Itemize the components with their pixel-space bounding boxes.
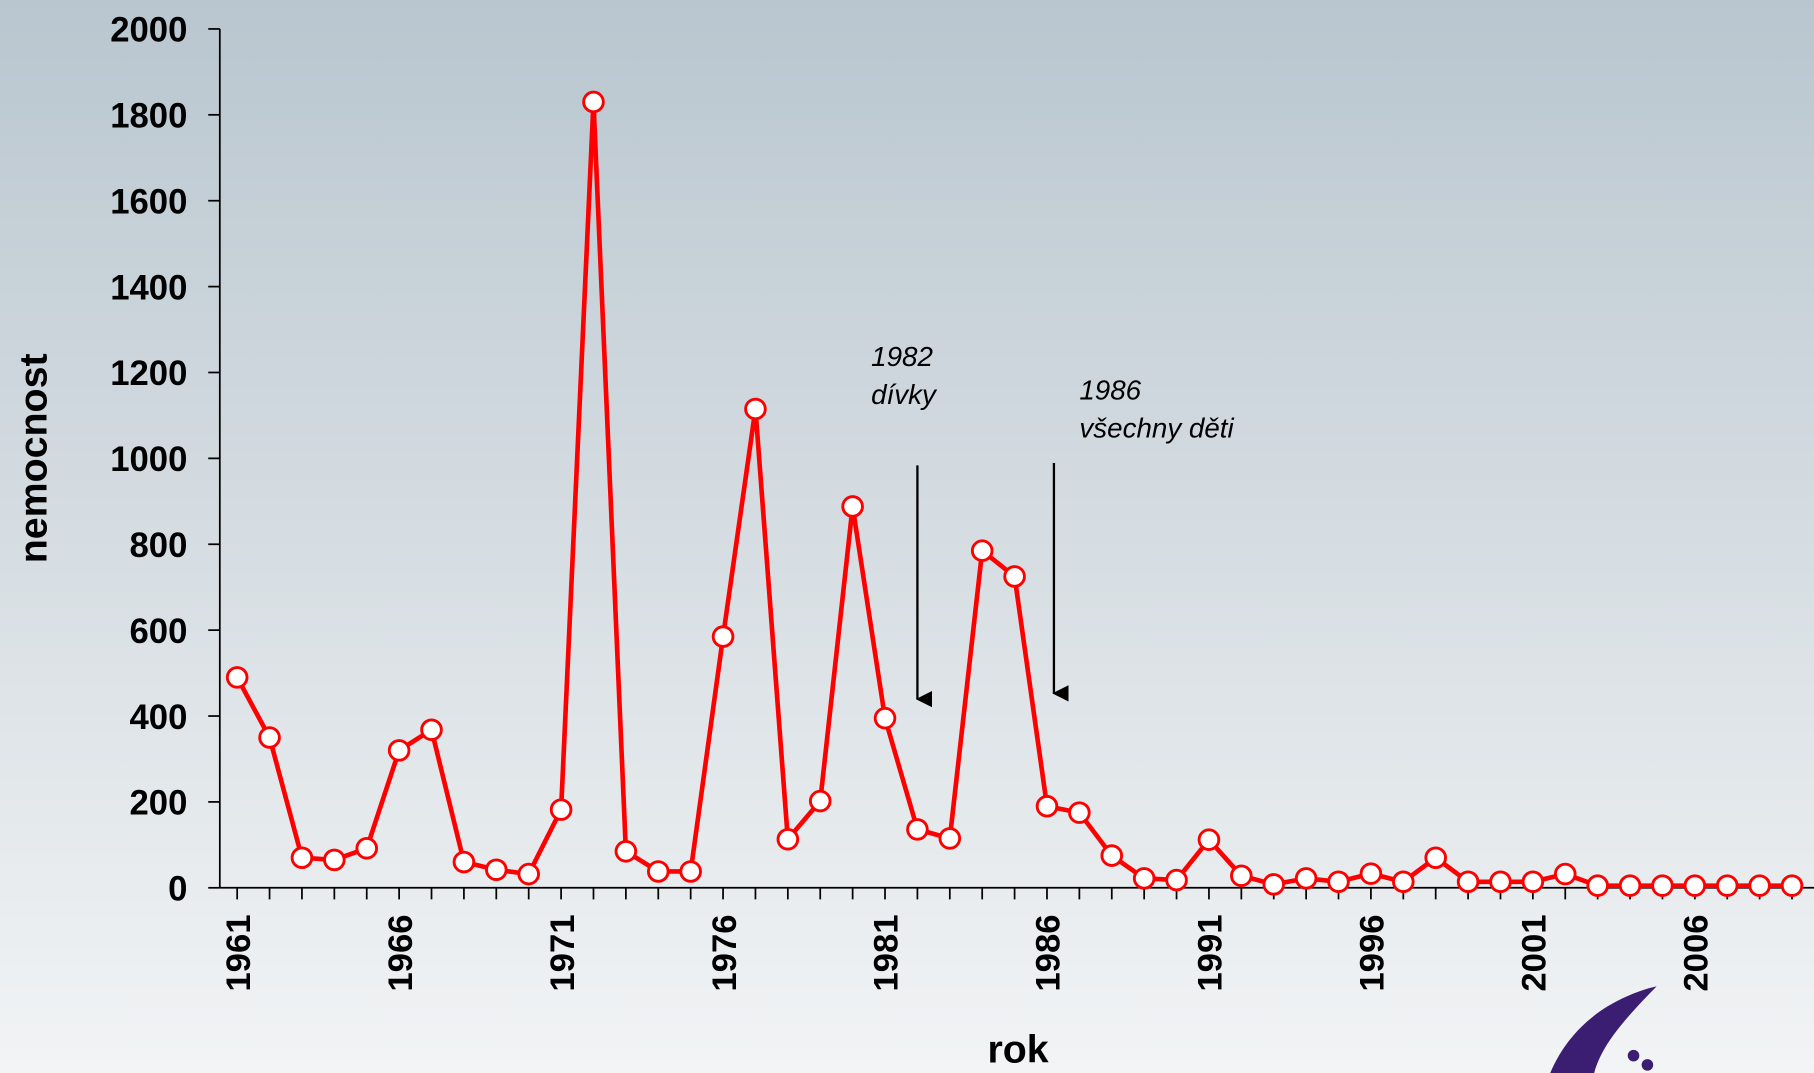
data-point (1651, 874, 1674, 897)
x-tick-label: 1976 (706, 914, 744, 991)
x-tick-label: 1966 (382, 914, 420, 991)
data-point (1489, 870, 1512, 894)
data-point (711, 625, 735, 648)
y-tick-label: 800 (130, 527, 188, 565)
data-point (1035, 794, 1059, 818)
annotation: dívky (871, 379, 938, 410)
data-point (323, 848, 346, 872)
data-point (452, 850, 476, 874)
x-tick-label: 1981 (868, 914, 906, 991)
data-point (744, 397, 767, 421)
data-point (1003, 565, 1026, 588)
y-tick-label: 200 (130, 785, 188, 823)
x-axis-title: rok (987, 1028, 1048, 1072)
data-point (1456, 870, 1480, 894)
data-point (1715, 874, 1739, 897)
y-axis-title: nemocnost (11, 353, 55, 563)
y-tick-label: 1600 (110, 183, 187, 221)
data-point (517, 862, 540, 886)
data-point (808, 789, 832, 813)
data-point (614, 840, 638, 863)
data-point (1100, 844, 1124, 867)
logo (1550, 986, 1657, 1073)
data-point (970, 539, 994, 562)
data-point (841, 495, 864, 518)
data-point (355, 837, 379, 860)
y-tick-label: 600 (130, 613, 188, 651)
data-point (1392, 870, 1415, 894)
data-point (873, 706, 897, 730)
data-point (225, 666, 249, 689)
data-point (1327, 870, 1350, 894)
annotation: 1986 (1079, 374, 1141, 405)
data-point (420, 718, 443, 742)
data-point (646, 860, 670, 883)
x-tick-label: 1961 (220, 914, 258, 991)
data-point (1424, 846, 1447, 870)
y-tick-label: 400 (130, 699, 188, 737)
y-tick-label: 1400 (110, 269, 187, 307)
x-tick-label: 2006 (1678, 914, 1716, 991)
data-point (1165, 868, 1188, 892)
y-tick-label: 1200 (110, 355, 187, 393)
data-point (1748, 874, 1771, 897)
data-point (906, 818, 929, 841)
data-point (582, 90, 605, 114)
data-point (1780, 874, 1804, 897)
y-tick-label: 2000 (110, 12, 187, 50)
y-tick-label: 1800 (110, 98, 187, 136)
x-tick-label: 1986 (1030, 914, 1068, 991)
x-tick-label: 1971 (544, 914, 582, 991)
data-point (1359, 862, 1383, 885)
data-point (549, 798, 573, 821)
data-point (776, 827, 800, 851)
x-tick-label: 1996 (1354, 914, 1392, 991)
data-point (1230, 864, 1253, 888)
annotation: 1982 (871, 341, 933, 372)
data-point (1262, 873, 1286, 896)
data-point (387, 739, 411, 762)
data-point (1586, 874, 1609, 897)
data-point (485, 858, 508, 882)
data-point (938, 827, 962, 850)
y-tick-label: 1000 (110, 441, 187, 479)
annotation: všechny děti (1079, 413, 1234, 444)
data-point (1197, 828, 1221, 851)
data-point (290, 846, 314, 870)
data-point (1683, 874, 1707, 897)
x-tick-label: 2001 (1516, 914, 1554, 991)
data-point (1618, 874, 1642, 897)
x-tick-label: 1991 (1192, 914, 1230, 991)
data-point (258, 726, 281, 749)
data-point (1132, 867, 1156, 890)
data-point (1068, 801, 1091, 824)
data-point (1521, 870, 1545, 894)
data-point (1553, 862, 1577, 886)
data-point (1294, 867, 1318, 890)
y-tick-label: 0 (168, 871, 187, 909)
data-point (679, 860, 702, 883)
